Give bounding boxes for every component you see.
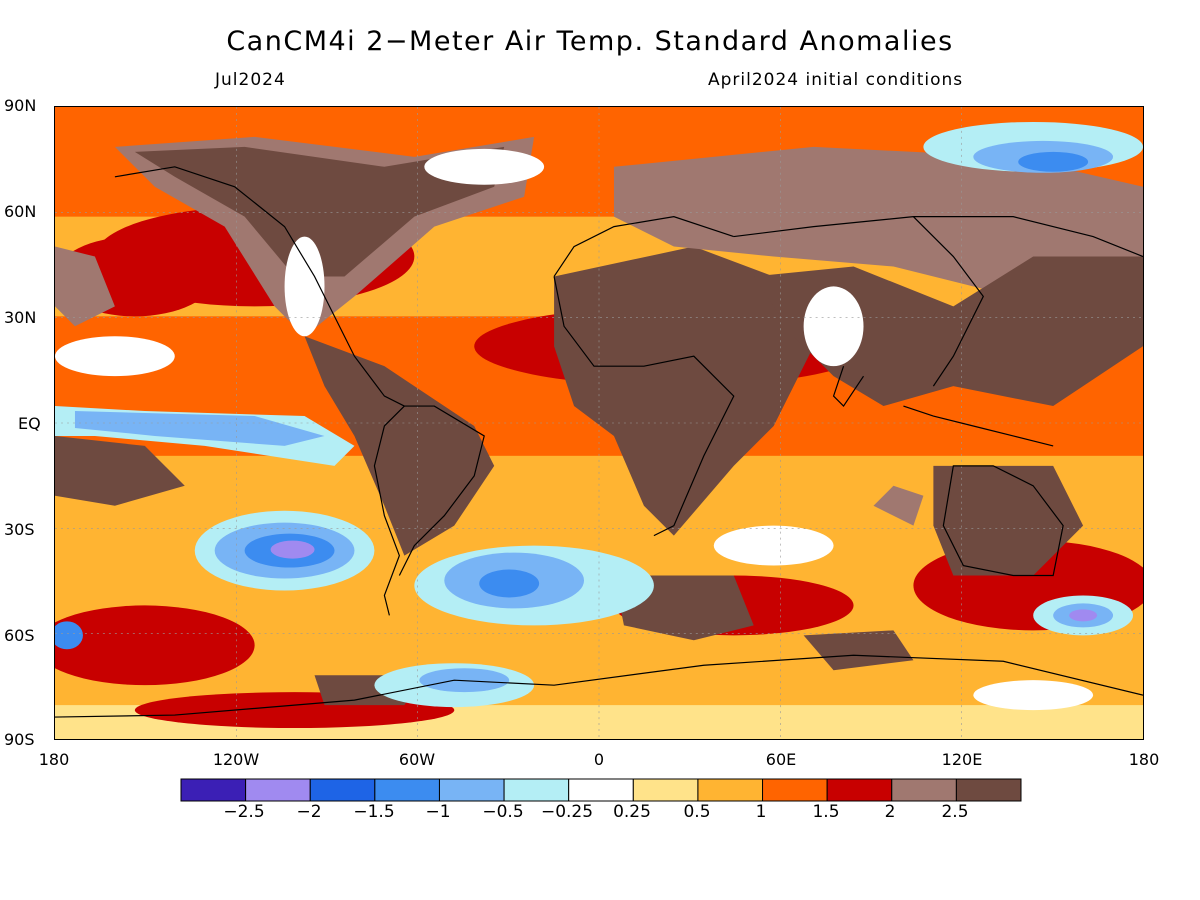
lat-label-60n: 60N [4,202,37,221]
legend-label: −0.5 [482,802,524,822]
legend-swatch [438,778,505,802]
lat-label-90s: 90S [4,730,35,749]
legend-swatch [374,778,440,802]
coastlines [55,166,1143,718]
lon-label-0: 0 [593,750,605,769]
legend-swatch [245,778,311,802]
legend-swatch [762,778,828,802]
lon-label-60e: 60E [765,750,797,769]
lat-label-60s: 60S [4,626,35,645]
legend-swatch [891,778,957,802]
anomaly-map [54,106,1144,740]
legend-label: 1.5 [812,802,840,822]
legend-swatch [568,778,634,802]
init-conditions-label: April2024 initial conditions [708,70,964,90]
lat-label-eq: EQ [18,414,41,433]
lon-label-120w: 120W [212,750,260,769]
legend-label: 2 [884,802,896,822]
color-legend [180,778,1022,802]
lon-label-60w: 60W [398,750,436,769]
lon-label-180e: 180 [1128,750,1160,769]
legend-swatch [503,778,570,802]
legend-swatch [632,778,699,802]
legend-label: −0.25 [540,802,594,822]
lon-label-120e: 120E [941,750,983,769]
legend-label: 0.5 [683,802,711,822]
lat-label-30s: 30S [4,520,35,539]
legend-label: 0.25 [613,802,651,822]
lat-label-90n: 90N [4,96,37,115]
legend-swatch [180,778,247,802]
legend-label: 2.5 [941,802,969,822]
legend-label: −2.5 [223,802,265,822]
lon-label-180w: 180 [38,750,70,769]
legend-swatch [955,778,1022,802]
lat-label-30n: 30N [4,308,37,327]
map-title: CanCM4i 2−Meter Air Temp. Standard Anoma… [226,26,954,57]
legend-label: −1 [425,802,451,822]
graticule [55,107,1143,739]
valid-month-label: Jul2024 [215,70,286,90]
legend-label: 1 [755,802,767,822]
legend-label: −2 [296,802,322,822]
legend-label: −1.5 [353,802,395,822]
legend-swatch [697,778,764,802]
legend-swatch [309,778,376,802]
legend-swatch [826,778,893,802]
